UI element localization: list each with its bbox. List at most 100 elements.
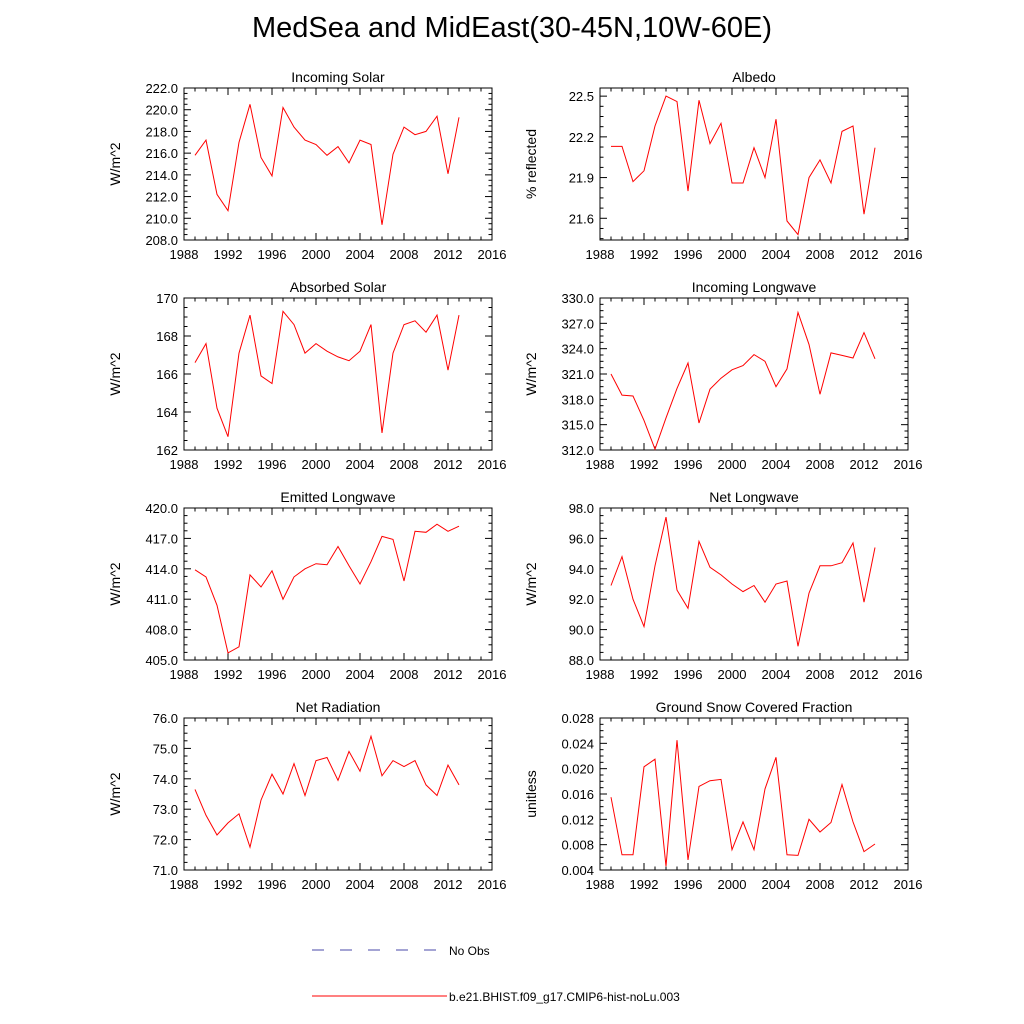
x-tick-label: 1992 [214, 667, 243, 682]
panel-8: Ground Snow Covered Fraction unitless 1988… [523, 699, 922, 892]
y-tick-label: 216.0 [145, 146, 178, 161]
plot-frame [183, 297, 493, 451]
y-tick-label: 73.0 [153, 802, 178, 817]
plot-frame [599, 87, 909, 241]
x-tick-label: 1988 [170, 247, 199, 262]
series-line [194, 523, 460, 654]
y-tick-label: 327.0 [561, 316, 594, 331]
x-tick-label: 2000 [718, 877, 747, 892]
x-tick-label: 2004 [762, 247, 791, 262]
x-tick-label: 1992 [214, 877, 243, 892]
panel-7: Net Radiation W/m^2 1988 1992 1996 2000 2004 20… [107, 699, 506, 892]
panel-4: Incoming Longwave W/m^2 1988 1992 1996 2000 20… [523, 279, 922, 472]
x-tick-label: 1996 [674, 247, 703, 262]
y-tick-label: 168 [156, 329, 178, 344]
x-tick-label: 2016 [894, 457, 923, 472]
x-tick-label: 1996 [674, 877, 703, 892]
y-tick-label: 0.020 [561, 762, 594, 777]
y-tick-label: 417.0 [145, 531, 178, 546]
x-tick-label: 2004 [346, 667, 375, 682]
x-tick-label: 2008 [806, 457, 835, 472]
x-tick-label: 2016 [478, 877, 507, 892]
panel-title: Net Longwave [709, 489, 799, 505]
x-tick-label: 1992 [630, 247, 659, 262]
panels-group: Incoming Solar W/m^2 1988 1992 1996 2000 2004 2… [107, 69, 922, 892]
y-tick-label: 0.028 [561, 711, 594, 726]
y-tick-label: 420.0 [145, 501, 178, 516]
y-axis-label: W/m^2 [107, 562, 123, 605]
x-tick-label: 2012 [434, 877, 463, 892]
y-tick-label: 71.0 [153, 863, 178, 878]
x-tick-label: 2000 [718, 457, 747, 472]
y-tick-label: 405.0 [145, 653, 178, 668]
y-axis-label: W/m^2 [523, 562, 539, 605]
legend-label-model: b.e21.BHIST.f09_g17.CMIP6-hist-noLu.003 [449, 990, 680, 1004]
y-tick-label: 92.0 [569, 592, 594, 607]
x-tick-label: 2016 [894, 247, 923, 262]
figure-title: MedSea and MidEast(30-45N,10W-60E) [251, 12, 773, 44]
x-tick-label: 1988 [170, 667, 199, 682]
x-tick-label: 2016 [478, 247, 507, 262]
x-tick-label: 2008 [390, 877, 419, 892]
x-tick-label: 2004 [762, 457, 791, 472]
panel-2: Albedo % reflected 1988 1992 1996 2000 2004 200… [523, 69, 922, 262]
x-tick-label: 2004 [346, 877, 375, 892]
y-tick-label: 0.012 [561, 812, 594, 827]
x-tick-label: 2000 [302, 667, 331, 682]
y-axis-label: unitless [523, 770, 539, 817]
y-tick-label: 166 [156, 367, 178, 382]
plot-frame [183, 717, 493, 871]
y-axis-label: W/m^2 [523, 352, 539, 395]
x-tick-label: 2004 [346, 247, 375, 262]
x-tick-label: 2004 [762, 877, 791, 892]
y-tick-label: 411.0 [146, 592, 178, 607]
x-tick-label: 2012 [850, 457, 879, 472]
plot-frame [599, 507, 909, 661]
x-tick-label: 2000 [302, 877, 331, 892]
panel-title: Absorbed Solar [290, 279, 387, 295]
x-tick-label: 2008 [390, 457, 419, 472]
y-axis-label: W/m^2 [107, 772, 123, 815]
y-tick-label: 212.0 [145, 190, 178, 205]
x-tick-label: 2004 [346, 457, 375, 472]
x-tick-label: 2008 [806, 667, 835, 682]
y-tick-label: 72.0 [153, 833, 178, 848]
series-line [611, 95, 876, 236]
x-tick-label: 1992 [630, 457, 659, 472]
legend-label-no-obs: No Obs [449, 944, 490, 958]
y-tick-label: 408.0 [145, 623, 178, 638]
x-tick-label: 1992 [630, 877, 659, 892]
y-tick-label: 210.0 [145, 211, 178, 226]
y-axis-label: % reflected [523, 129, 539, 199]
panel-title: Incoming Solar [291, 69, 385, 85]
y-axis-label: W/m^2 [107, 142, 123, 185]
y-tick-label: 22.5 [569, 89, 594, 104]
panel-title: Incoming Longwave [692, 279, 817, 295]
panel-title: Ground Snow Covered Fraction [656, 699, 853, 715]
y-tick-label: 0.016 [561, 787, 594, 802]
series-line [194, 104, 460, 225]
x-tick-label: 2012 [850, 247, 879, 262]
x-tick-label: 1996 [258, 457, 287, 472]
x-tick-label: 2016 [894, 877, 923, 892]
y-tick-label: 218.0 [145, 124, 178, 139]
x-tick-label: 1992 [214, 457, 243, 472]
panel-3: Absorbed Solar W/m^2 1988 1992 1996 2000 2004 2… [107, 279, 506, 472]
y-tick-label: 22.2 [569, 130, 594, 145]
x-tick-label: 1988 [586, 457, 615, 472]
x-tick-label: 1992 [630, 667, 659, 682]
x-tick-label: 2008 [806, 247, 835, 262]
x-tick-label: 2016 [478, 457, 507, 472]
x-tick-label: 2012 [434, 247, 463, 262]
y-tick-label: 76.0 [153, 711, 178, 726]
y-tick-label: 318.0 [561, 392, 594, 407]
x-tick-label: 1996 [258, 877, 287, 892]
y-tick-label: 164 [156, 405, 178, 420]
x-tick-label: 2008 [390, 667, 419, 682]
x-tick-label: 1996 [258, 667, 287, 682]
x-tick-label: 1996 [258, 247, 287, 262]
x-tick-label: 1988 [586, 247, 615, 262]
x-tick-label: 2008 [390, 247, 419, 262]
x-tick-label: 2008 [806, 877, 835, 892]
